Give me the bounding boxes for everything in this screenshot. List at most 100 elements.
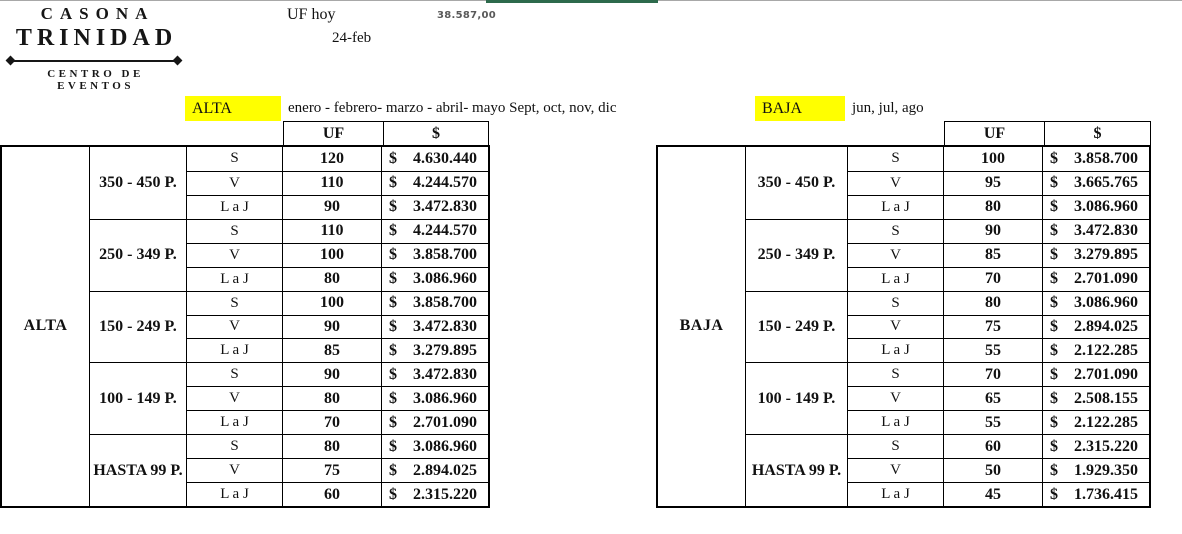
day-type-cell[interactable]: V [187, 386, 283, 411]
day-type-cell[interactable]: V [187, 170, 283, 195]
capacity-range-cell[interactable]: 350 - 450 P. [90, 147, 187, 219]
price-cell[interactable]: $3.858.700 [382, 242, 488, 267]
uf-value-cell[interactable]: 80 [944, 290, 1043, 315]
day-type-cell[interactable]: L a J [187, 482, 283, 506]
uf-value-cell[interactable]: 80 [283, 386, 382, 411]
uf-value-cell[interactable]: 70 [283, 410, 382, 435]
uf-value-cell[interactable]: 90 [283, 194, 382, 219]
uf-value-cell[interactable]: 70 [944, 266, 1043, 291]
day-type-cell[interactable]: L a J [187, 194, 283, 219]
alta-months-cell[interactable]: enero - febrero- marzo - abril- mayo Sep… [288, 100, 617, 116]
uf-today-value-cell[interactable]: 38.587,00 [437, 10, 497, 21]
baja-months-cell[interactable]: jun, jul, ago [852, 100, 924, 116]
day-type-cell[interactable]: S [848, 290, 944, 315]
uf-value-cell[interactable]: 85 [283, 338, 382, 363]
day-type-cell[interactable]: S [187, 434, 283, 459]
uf-column-header[interactable]: UF [983, 124, 1006, 142]
uf-value-cell[interactable]: 75 [944, 314, 1043, 339]
price-cell[interactable]: $3.086.960 [1043, 290, 1149, 315]
day-type-cell[interactable]: L a J [848, 338, 944, 363]
uf-value-cell[interactable]: 70 [944, 362, 1043, 387]
day-type-cell[interactable]: L a J [848, 410, 944, 435]
uf-value-cell[interactable]: 90 [283, 314, 382, 339]
day-type-cell[interactable]: V [848, 242, 944, 267]
price-cell[interactable]: $4.244.570 [382, 218, 488, 243]
uf-value-cell[interactable]: 90 [944, 218, 1043, 243]
day-type-cell[interactable]: S [187, 147, 283, 171]
day-type-cell[interactable]: V [848, 458, 944, 483]
uf-column-header[interactable]: UF [322, 124, 345, 142]
uf-value-cell[interactable]: 100 [283, 242, 382, 267]
day-type-cell[interactable]: L a J [848, 194, 944, 219]
price-cell[interactable]: $3.472.830 [382, 314, 488, 339]
day-type-cell[interactable]: L a J [187, 266, 283, 291]
price-column-header[interactable]: $ [383, 122, 488, 145]
day-type-cell[interactable]: V [187, 458, 283, 483]
price-cell[interactable]: $3.086.960 [382, 434, 488, 458]
uf-value-cell[interactable]: 60 [944, 434, 1043, 459]
alta-highlight-cell[interactable]: ALTA [185, 96, 281, 121]
price-cell[interactable]: $2.894.025 [1043, 314, 1149, 339]
uf-value-cell[interactable]: 110 [283, 218, 382, 243]
price-cell[interactable]: $3.858.700 [382, 290, 488, 315]
day-type-cell[interactable]: S [848, 147, 944, 171]
day-type-cell[interactable]: S [848, 434, 944, 459]
price-cell[interactable]: $3.472.830 [382, 194, 488, 219]
price-cell[interactable]: $2.508.155 [1043, 386, 1149, 410]
day-type-cell[interactable]: L a J [848, 482, 944, 506]
uf-value-cell[interactable]: 110 [283, 170, 382, 195]
uf-value-cell[interactable]: 80 [283, 434, 382, 459]
day-type-cell[interactable]: V [187, 314, 283, 339]
uf-value-cell[interactable]: 65 [944, 386, 1043, 411]
price-cell[interactable]: $1.929.350 [1043, 458, 1149, 482]
price-cell[interactable]: $2.122.285 [1043, 338, 1149, 362]
price-cell[interactable]: $3.279.895 [382, 338, 488, 362]
day-type-cell[interactable]: S [187, 290, 283, 315]
capacity-range-cell[interactable]: HASTA 99 P. [90, 434, 187, 506]
uf-value-cell[interactable]: 55 [944, 338, 1043, 363]
season-label-cell[interactable]: ALTA [2, 147, 90, 506]
price-cell[interactable]: $2.701.090 [1043, 362, 1149, 386]
uf-value-cell[interactable]: 60 [283, 482, 382, 506]
day-type-cell[interactable]: S [848, 362, 944, 387]
uf-value-cell[interactable]: 100 [944, 147, 1043, 171]
day-type-cell[interactable]: L a J [187, 410, 283, 435]
uf-value-cell[interactable]: 80 [283, 266, 382, 291]
price-cell[interactable]: $3.086.960 [382, 386, 488, 410]
day-type-cell[interactable]: S [848, 218, 944, 243]
uf-value-cell[interactable]: 80 [944, 194, 1043, 219]
uf-value-cell[interactable]: 55 [944, 410, 1043, 435]
day-type-cell[interactable]: V [848, 170, 944, 195]
baja-highlight-cell[interactable]: BAJA [755, 96, 845, 121]
capacity-range-cell[interactable]: 250 - 349 P. [746, 218, 848, 291]
price-cell[interactable]: $4.244.570 [382, 170, 488, 195]
day-type-cell[interactable]: L a J [187, 338, 283, 363]
price-cell[interactable]: $2.315.220 [382, 482, 488, 506]
uf-value-cell[interactable]: 50 [944, 458, 1043, 483]
price-cell[interactable]: $2.701.090 [1043, 266, 1149, 291]
price-cell[interactable]: $3.086.960 [382, 266, 488, 291]
uf-value-cell[interactable]: 90 [283, 362, 382, 387]
capacity-range-cell[interactable]: 150 - 249 P. [746, 290, 848, 363]
capacity-range-cell[interactable]: 350 - 450 P. [746, 147, 848, 219]
day-type-cell[interactable]: V [187, 242, 283, 267]
uf-value-cell[interactable]: 120 [283, 147, 382, 171]
uf-value-cell[interactable]: 95 [944, 170, 1043, 195]
uf-value-cell[interactable]: 85 [944, 242, 1043, 267]
day-type-cell[interactable]: S [187, 218, 283, 243]
day-type-cell[interactable]: L a J [848, 266, 944, 291]
day-type-cell[interactable]: V [848, 386, 944, 411]
capacity-range-cell[interactable]: 250 - 349 P. [90, 218, 187, 291]
uf-value-cell[interactable]: 100 [283, 290, 382, 315]
price-cell[interactable]: $3.472.830 [382, 362, 488, 386]
uf-value-cell[interactable]: 75 [283, 458, 382, 483]
price-column-header[interactable]: $ [1044, 122, 1150, 145]
capacity-range-cell[interactable]: HASTA 99 P. [746, 434, 848, 506]
price-cell[interactable]: $1.736.415 [1043, 482, 1149, 506]
capacity-range-cell[interactable]: 150 - 249 P. [90, 290, 187, 363]
price-cell[interactable]: $3.858.700 [1043, 147, 1149, 171]
date-cell[interactable]: 24-feb [332, 30, 372, 46]
price-cell[interactable]: $3.665.765 [1043, 170, 1149, 195]
price-cell[interactable]: $3.279.895 [1043, 242, 1149, 267]
price-cell[interactable]: $2.701.090 [382, 410, 488, 434]
